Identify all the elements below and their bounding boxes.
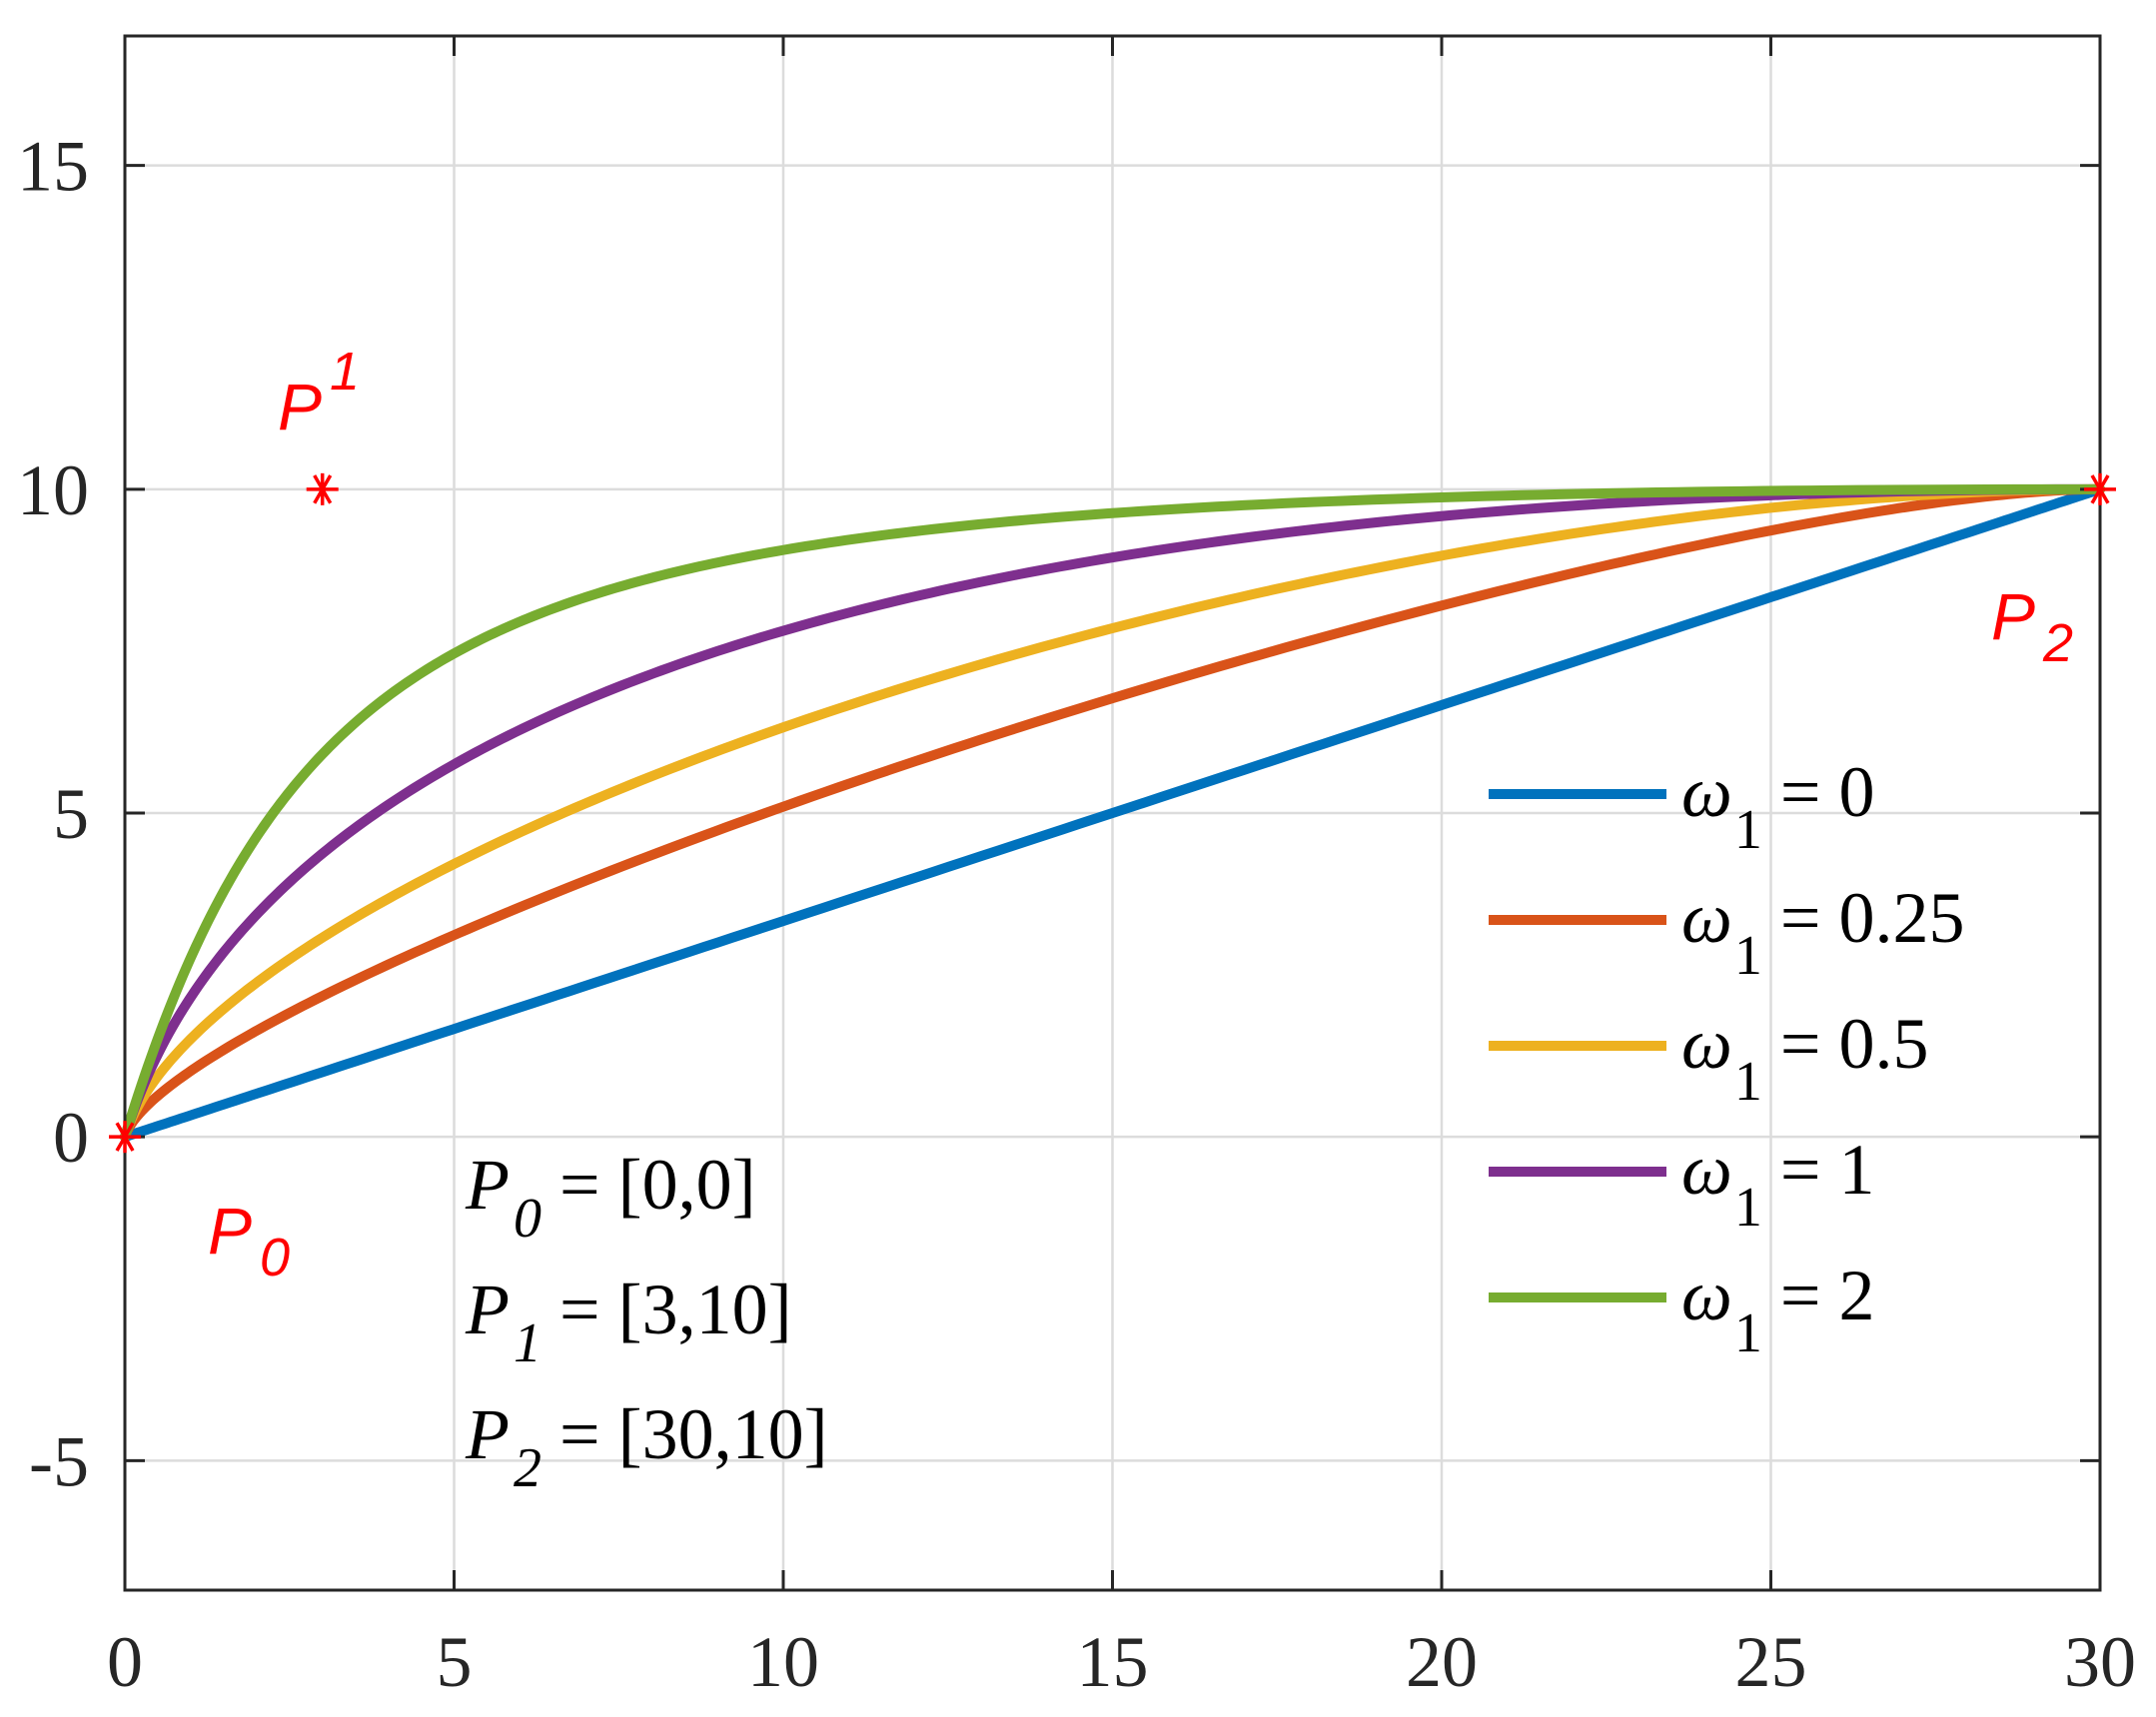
control-point-label-sub: 2: [2042, 613, 2073, 673]
x-tick-label: 15: [1077, 1622, 1149, 1702]
annotation-sub: 0: [514, 1188, 541, 1250]
control-point-label-main: P: [1991, 579, 2035, 653]
series-line-2: [120, 483, 2105, 1143]
x-tick-label: 20: [1406, 1622, 1478, 1702]
legend-label-rest: = 1: [1762, 1130, 1875, 1210]
annotation-line-0: P0 = [0,0]: [465, 1145, 756, 1250]
legend-label-main: ω: [1681, 878, 1732, 958]
series-layer: [120, 483, 2105, 1143]
x-tick-label: 5: [437, 1622, 473, 1702]
annotation-main: P: [465, 1394, 510, 1474]
control-point-label-sub: 0: [260, 1228, 290, 1288]
legend-entry-1: ω1 = 0.25: [1489, 878, 1964, 987]
legend-label-sub: 1: [1734, 1177, 1762, 1239]
y-tick-label: 15: [17, 127, 89, 207]
legend-label: ω1 = 0: [1681, 752, 1874, 861]
legend-label-main: ω: [1681, 752, 1732, 832]
legend-label-main: ω: [1681, 1004, 1732, 1084]
control-point-label-main: P: [278, 370, 322, 443]
annotation-line-1: P1 = [3,10]: [465, 1270, 792, 1374]
x-tick-label: 30: [2064, 1622, 2136, 1702]
series-line-4: [120, 483, 2105, 1143]
annotation-main: P: [465, 1270, 510, 1349]
annotation-rest: = [0,0]: [541, 1145, 756, 1225]
control-point-marker-0: [109, 1121, 141, 1154]
legend-label-main: ω: [1681, 1130, 1732, 1210]
x-tick-label: 0: [107, 1622, 143, 1702]
annotation-rest: = [3,10]: [541, 1270, 792, 1349]
series-line-3: [120, 483, 2105, 1143]
legend-label: ω1 = 0.25: [1681, 878, 1964, 987]
legend-label-rest: = 0.25: [1762, 878, 1965, 958]
legend-label-sub: 1: [1734, 925, 1762, 987]
legend-label-rest: = 2: [1762, 1256, 1875, 1335]
annotation-sub: 2: [514, 1437, 541, 1499]
y-tick-label: 5: [53, 774, 89, 854]
x-tick-label: 25: [1735, 1622, 1807, 1702]
control-point-marker-1: [306, 472, 339, 505]
control-point-marker-2: [2084, 472, 2116, 505]
control-point-label-sub: 1: [330, 342, 360, 402]
annotation-layer: P0 = [0,0]P1 = [3,10]P2 = [30,10]: [465, 1145, 828, 1499]
legend-entry-4: ω1 = 2: [1489, 1256, 1874, 1364]
legend-label-rest: = 0: [1762, 752, 1875, 832]
annotation-line-2: P2 = [30,10]: [465, 1394, 828, 1499]
legend-label-sub: 1: [1734, 1302, 1762, 1364]
series-line-1: [120, 483, 2105, 1143]
legend-label: ω1 = 1: [1681, 1130, 1874, 1239]
series-line-0: [120, 483, 2105, 1143]
legend-label: ω1 = 0.5: [1681, 1004, 1928, 1113]
x-tick-label: 10: [747, 1622, 819, 1702]
marker-layer: [109, 472, 2116, 1154]
annotation-rest: = [30,10]: [541, 1394, 828, 1474]
legend-entry-0: ω1 = 0: [1489, 752, 1874, 861]
annotation-main: P: [465, 1145, 510, 1225]
legend-label: ω1 = 2: [1681, 1256, 1874, 1364]
y-tick-label: 0: [53, 1098, 89, 1178]
y-tick-label: 10: [17, 450, 89, 530]
y-tick-label: -5: [29, 1421, 89, 1501]
label-layer: P 0P 1P 2: [208, 342, 2073, 1288]
legend-entry-3: ω1 = 1: [1489, 1130, 1874, 1239]
legend-label-sub: 1: [1734, 1051, 1762, 1113]
control-point-label-main: P: [208, 1194, 252, 1268]
legend-label-sub: 1: [1734, 799, 1762, 861]
annotation-sub: 1: [514, 1312, 541, 1374]
legend-label-main: ω: [1681, 1256, 1732, 1335]
legend-entry-2: ω1 = 0.5: [1489, 1004, 1928, 1113]
legend-label-rest: = 0.5: [1762, 1004, 1929, 1084]
